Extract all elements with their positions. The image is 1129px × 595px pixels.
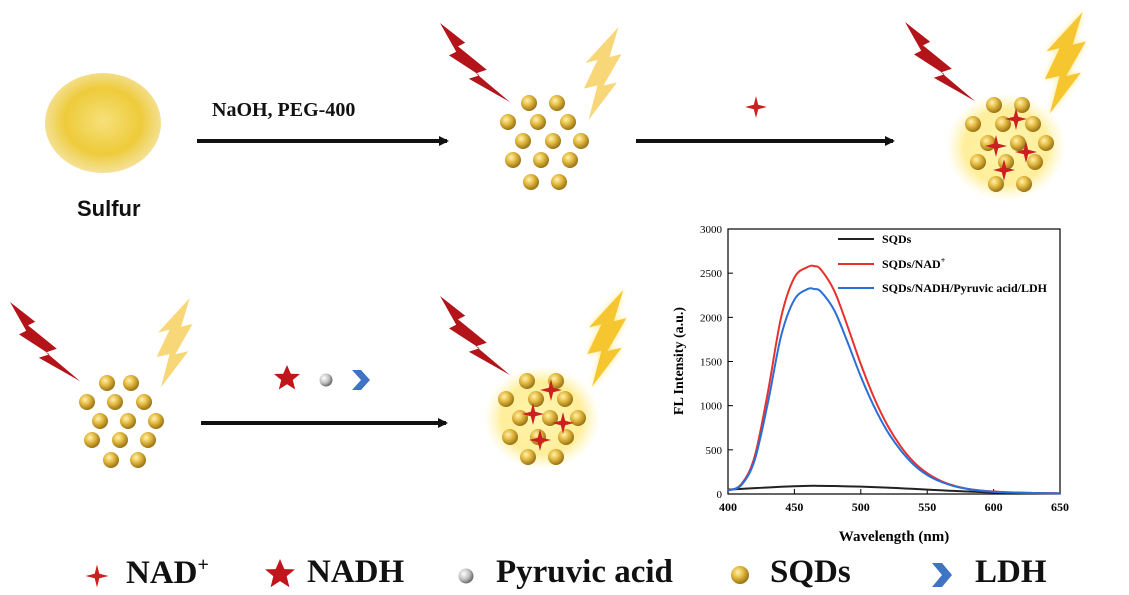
nadh-star-icon [274,365,300,390]
x-tick-label: 400 [719,500,737,514]
legend-nadh-star-icon [265,559,295,588]
y-tick-label: 2000 [700,312,723,324]
red-lightning-icon [905,22,976,102]
x-tick-label: 650 [1051,500,1069,514]
legend-sqds-label: SQDs [770,554,851,590]
legend-nad-plus-label: NAD+ [126,554,209,591]
y-tick-label: 1000 [700,401,723,413]
x-tick-label: 450 [785,500,803,514]
sqd-cluster-1 [500,95,589,190]
legend-ldh-label: LDH [975,554,1047,590]
legend-pyruvic-acid-label: Pyruvic acid [496,554,673,590]
x-axis-label: Wavelength (nm) [839,529,949,545]
y-tick-label: 0 [717,489,723,501]
glowing-sqd-cluster-nad [946,93,1066,201]
series-line-1 [727,264,1061,495]
x-tick-label: 600 [985,500,1003,514]
reagent-label: NaOH, PEG-400 [212,99,356,121]
yellow-lightning-icon [1044,12,1086,114]
series-line-2 [727,287,1061,495]
x-tick-label: 500 [852,500,870,514]
y-tick-label: 2500 [700,268,723,280]
pyruvic-acid-sphere-icon [319,373,333,387]
legend-sqd-icon [731,566,749,584]
ldh-chevron-icon [352,370,370,390]
sulfur-label: Sulfur [77,196,141,221]
red-lightning-icon [10,302,81,382]
legend-pyruvic-acid-icon [458,568,474,584]
nad-plus-marker-icon [745,96,767,118]
legend-nadh-label: NADH [307,554,405,590]
legend-ldh-chevron-icon [932,563,952,587]
legend-entry-1: SQDs/NAD+ [882,256,946,271]
x-tick-label: 550 [918,500,936,514]
glowing-sqd-cluster-nadh [484,366,600,470]
sqd-cluster-3 [79,375,164,468]
legend-entry-0: SQDs [882,232,912,246]
sulfur-blob [45,73,161,173]
yellow-lightning-icon [156,298,193,388]
red-lightning-icon [440,23,511,103]
y-tick-label: 500 [706,445,723,457]
y-tick-label: 1500 [700,357,723,369]
yellow-lightning-icon [587,290,627,387]
legend-entry-2: SQDs/NADH/Pyruvic acid/LDH [882,281,1048,295]
yellow-lightning-icon [584,27,622,120]
y-tick-label: 3000 [700,224,723,236]
red-lightning-icon [440,296,511,376]
legend-row: NAD+ NADH Pyruvic acid SQDs LDH [0,548,1129,595]
fluorescence-chart: 0 500 1000 1500 2000 2500 3000 400 450 500 550 600… [672,224,1069,545]
y-axis-label: FL Intensity (a.u.) [672,307,687,415]
